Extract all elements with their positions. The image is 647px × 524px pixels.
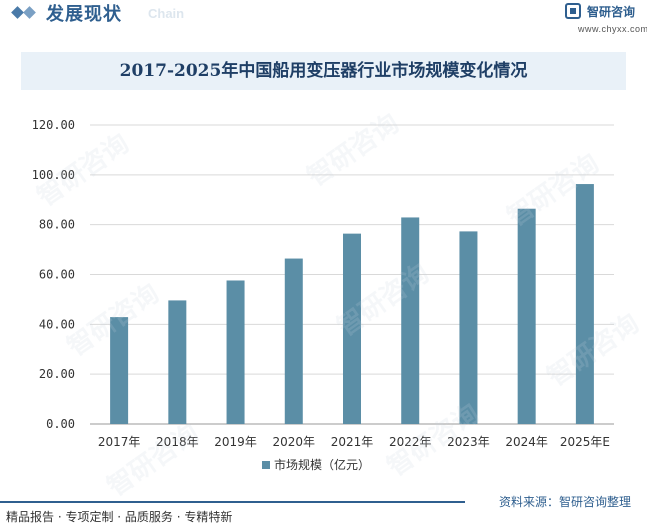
x-tick-label: 2025年E (560, 435, 610, 449)
bar (110, 317, 129, 424)
x-tick-label: 2020年 (273, 435, 316, 449)
y-tick-label: 40.00 (39, 317, 75, 331)
y-tick-label: 120.00 (32, 118, 75, 132)
y-tick-label: 60.00 (39, 268, 75, 282)
x-tick-label: 2019年 (214, 435, 257, 449)
legend-label: 市场规模（亿元） (274, 457, 370, 472)
x-tick-label: 2023年 (447, 435, 490, 449)
bar (284, 258, 303, 424)
section-subtitle: Chain (148, 6, 185, 21)
y-tick-label: 20.00 (39, 367, 75, 381)
x-tick-label: 2017年 (98, 435, 141, 449)
chart-title-box: 2017-2025年中国船用变压器行业市场规模变化情况 (21, 52, 626, 90)
legend-swatch (262, 461, 270, 469)
bar (401, 217, 420, 424)
y-tick-label: 80.00 (39, 218, 75, 232)
footer-tagline: 精品报告 · 专项定制 · 品质服务 · 专精特新 (6, 510, 233, 524)
chart-title: 2017-2025年中国船用变压器行业市场规模变化情况 (119, 61, 528, 81)
y-tick-label: 100.00 (32, 168, 75, 182)
x-tick-label: 2021年 (331, 435, 374, 449)
brand-logo-icon (565, 3, 581, 19)
x-tick-label: 2022年 (389, 435, 432, 449)
bar (517, 208, 536, 424)
x-tick-label: 2018年 (156, 435, 199, 449)
bar (226, 280, 245, 424)
data-source: 资料来源：智研咨询整理 (499, 495, 632, 509)
y-tick-label: 0.00 (46, 417, 75, 431)
bar (575, 184, 594, 424)
x-tick-label: 2024年 (505, 435, 548, 449)
section-title: 发展现状 (46, 4, 122, 25)
header: 发展现状 Chain 智研咨询 www.chyxx.com (0, 0, 647, 46)
footer-rule (0, 501, 465, 503)
bar (459, 231, 478, 424)
brand-name: 智研咨询 (587, 5, 636, 19)
bar (343, 233, 361, 424)
brand-url: www.chyxx.com (578, 24, 647, 34)
bar (168, 300, 187, 424)
